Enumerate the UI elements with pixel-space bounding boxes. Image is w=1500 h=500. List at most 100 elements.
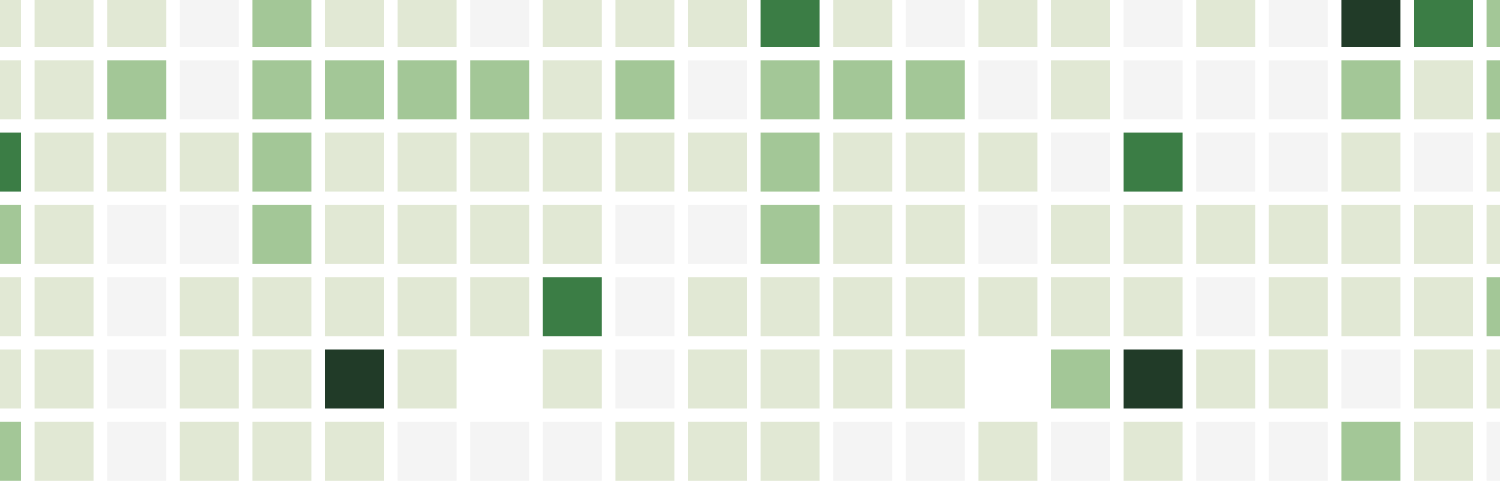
heatmap-cell-r0-c17 [1196,0,1256,47]
heatmap-cell-r2-c15 [1051,132,1110,192]
heatmap-cell-r3-c14 [978,204,1038,264]
heatmap-cell-r1-c2 [107,60,167,120]
heatmap-cell-r0-c18 [1268,0,1328,47]
heatmap-cell-r1-c14 [978,60,1038,120]
heatmap-cell-r2-c8 [542,132,602,192]
heatmap-cell-r4-c5 [325,277,384,337]
heatmap-cell-r0-c1 [34,0,94,47]
heatmap-cell-r1-c13 [905,60,965,120]
heatmap-cell-r3-c17 [1196,204,1256,264]
heatmap-cell-r6-c0 [0,421,21,481]
heatmap-cell-r5-c1 [34,349,94,409]
heatmap-cell-r5-c2 [107,349,167,409]
heatmap-cell-r1-c8 [542,60,602,120]
heatmap-cell-r4-c3 [179,277,239,337]
heatmap-cell-r1-c10 [688,60,747,120]
heatmap-cell-r0-c0 [0,0,21,47]
heatmap-cell-r5-c13 [905,349,965,409]
heatmap-cell-r0-c7 [470,0,530,47]
heatmap-cell-r5-c8 [542,349,602,409]
heatmap-cell-r1-c16 [1123,60,1183,120]
heatmap-cell-r6-c7 [470,421,530,481]
heatmap-cell-r5-c17 [1196,349,1256,409]
heatmap-cell-r2-c18 [1268,132,1328,192]
heatmap-cell-r0-c3 [179,0,239,47]
heatmap-cell-r5-c6 [397,349,457,409]
heatmap-cell-r3-c8 [542,204,602,264]
heatmap-cell-r3-c20 [1414,204,1473,264]
heatmap-cell-r5-c5 [325,349,384,409]
heatmap-cell-r2-c17 [1196,132,1256,192]
heatmap-cell-r6-c5 [325,421,384,481]
heatmap-cell-r6-c14 [978,421,1038,481]
heatmap-cell-r2-c13 [905,132,965,192]
heatmap-cell-r6-c13 [905,421,965,481]
heatmap-cell-r2-c20 [1414,132,1473,192]
heatmap-cell-r1-c1 [34,60,94,120]
heatmap-cell-r2-c0 [0,132,21,192]
heatmap-cell-r1-c0 [0,60,21,120]
heatmap-cell-r1-c17 [1196,60,1256,120]
heatmap-cell-r1-c5 [325,60,384,120]
heatmap-cell-r6-c4 [252,421,312,481]
heatmap-cell-r5-c0 [0,349,21,409]
heatmap-cell-r4-c1 [34,277,94,337]
heatmap-cell-r6-c17 [1196,421,1256,481]
heatmap-cell-r1-c18 [1268,60,1328,120]
heatmap-cell-r3-c13 [905,204,965,264]
heatmap-cell-r3-c5 [325,204,384,264]
heatmap-cell-r4-c14 [978,277,1038,337]
heatmap-cell-r2-c3 [179,132,239,192]
heatmap-cell-r6-c16 [1123,421,1183,481]
heatmap-cell-r5-c11 [760,349,820,409]
heatmap-cell-r4-c15 [1051,277,1110,337]
heatmap-cell-r4-c8 [542,277,602,337]
heatmap-cell-r0-c8 [542,0,602,47]
heatmap-cell-r4-c10 [688,277,747,337]
heatmap-cell-r4-c13 [905,277,965,337]
heatmap-cell-r5-c19 [1341,349,1401,409]
heatmap-cell-r0-c15 [1051,0,1110,47]
heatmap-cell-r4-c17 [1196,277,1256,337]
heatmap-cell-r2-c2 [107,132,167,192]
heatmap-cell-r5-c9 [615,349,675,409]
heatmap-cell-r2-c5 [325,132,384,192]
heatmap-cell-r1-c6 [397,60,457,120]
heatmap-cell-r5-c3 [179,349,239,409]
heatmap-cell-r0-c12 [833,0,893,47]
heatmap-cell-r4-c12 [833,277,893,337]
heatmap-cell-r4-c7 [470,277,530,337]
heatmap-cell-r3-c3 [179,204,239,264]
heatmap-cell-r4-c2 [107,277,167,337]
heatmap-cell-r3-c1 [34,204,94,264]
heatmap-cell-r2-c21 [1486,132,1500,192]
heatmap-cell-r1-c11 [760,60,820,120]
heatmap-cell-r4-c4 [252,277,312,337]
heatmap-cell-r4-c19 [1341,277,1401,337]
heatmap-cell-r2-c14 [978,132,1038,192]
heatmap-cell-r5-c4 [252,349,312,409]
heatmap-cell-r1-c20 [1414,60,1473,120]
heatmap-cell-r3-c16 [1123,204,1183,264]
heatmap-cell-r6-c12 [833,421,893,481]
heatmap-cell-r5-c16 [1123,349,1183,409]
heatmap-cell-r3-c15 [1051,204,1110,264]
heatmap-cell-r5-c20 [1414,349,1473,409]
heatmap-cell-r4-c21 [1486,277,1500,337]
heatmap-cell-r3-c9 [615,204,675,264]
heatmap-cell-r0-c11 [760,0,820,47]
heatmap-cell-r3-c7 [470,204,530,264]
heatmap-cell-r6-c18 [1268,421,1328,481]
heatmap-cell-r6-c8 [542,421,602,481]
heatmap-cell-r6-c21 [1486,421,1500,481]
heatmap-cell-r3-c10 [688,204,747,264]
heatmap-cell-r0-c5 [325,0,384,47]
heatmap-cell-r0-c13 [905,0,965,47]
heatmap-cell-r6-c1 [34,421,94,481]
heatmap-cell-r0-c20 [1414,0,1473,47]
heatmap-cell-r1-c9 [615,60,675,120]
heatmap-cell-r3-c6 [397,204,457,264]
heatmap-cell-r4-c0 [0,277,21,337]
heatmap-cell-r3-c4 [252,204,312,264]
